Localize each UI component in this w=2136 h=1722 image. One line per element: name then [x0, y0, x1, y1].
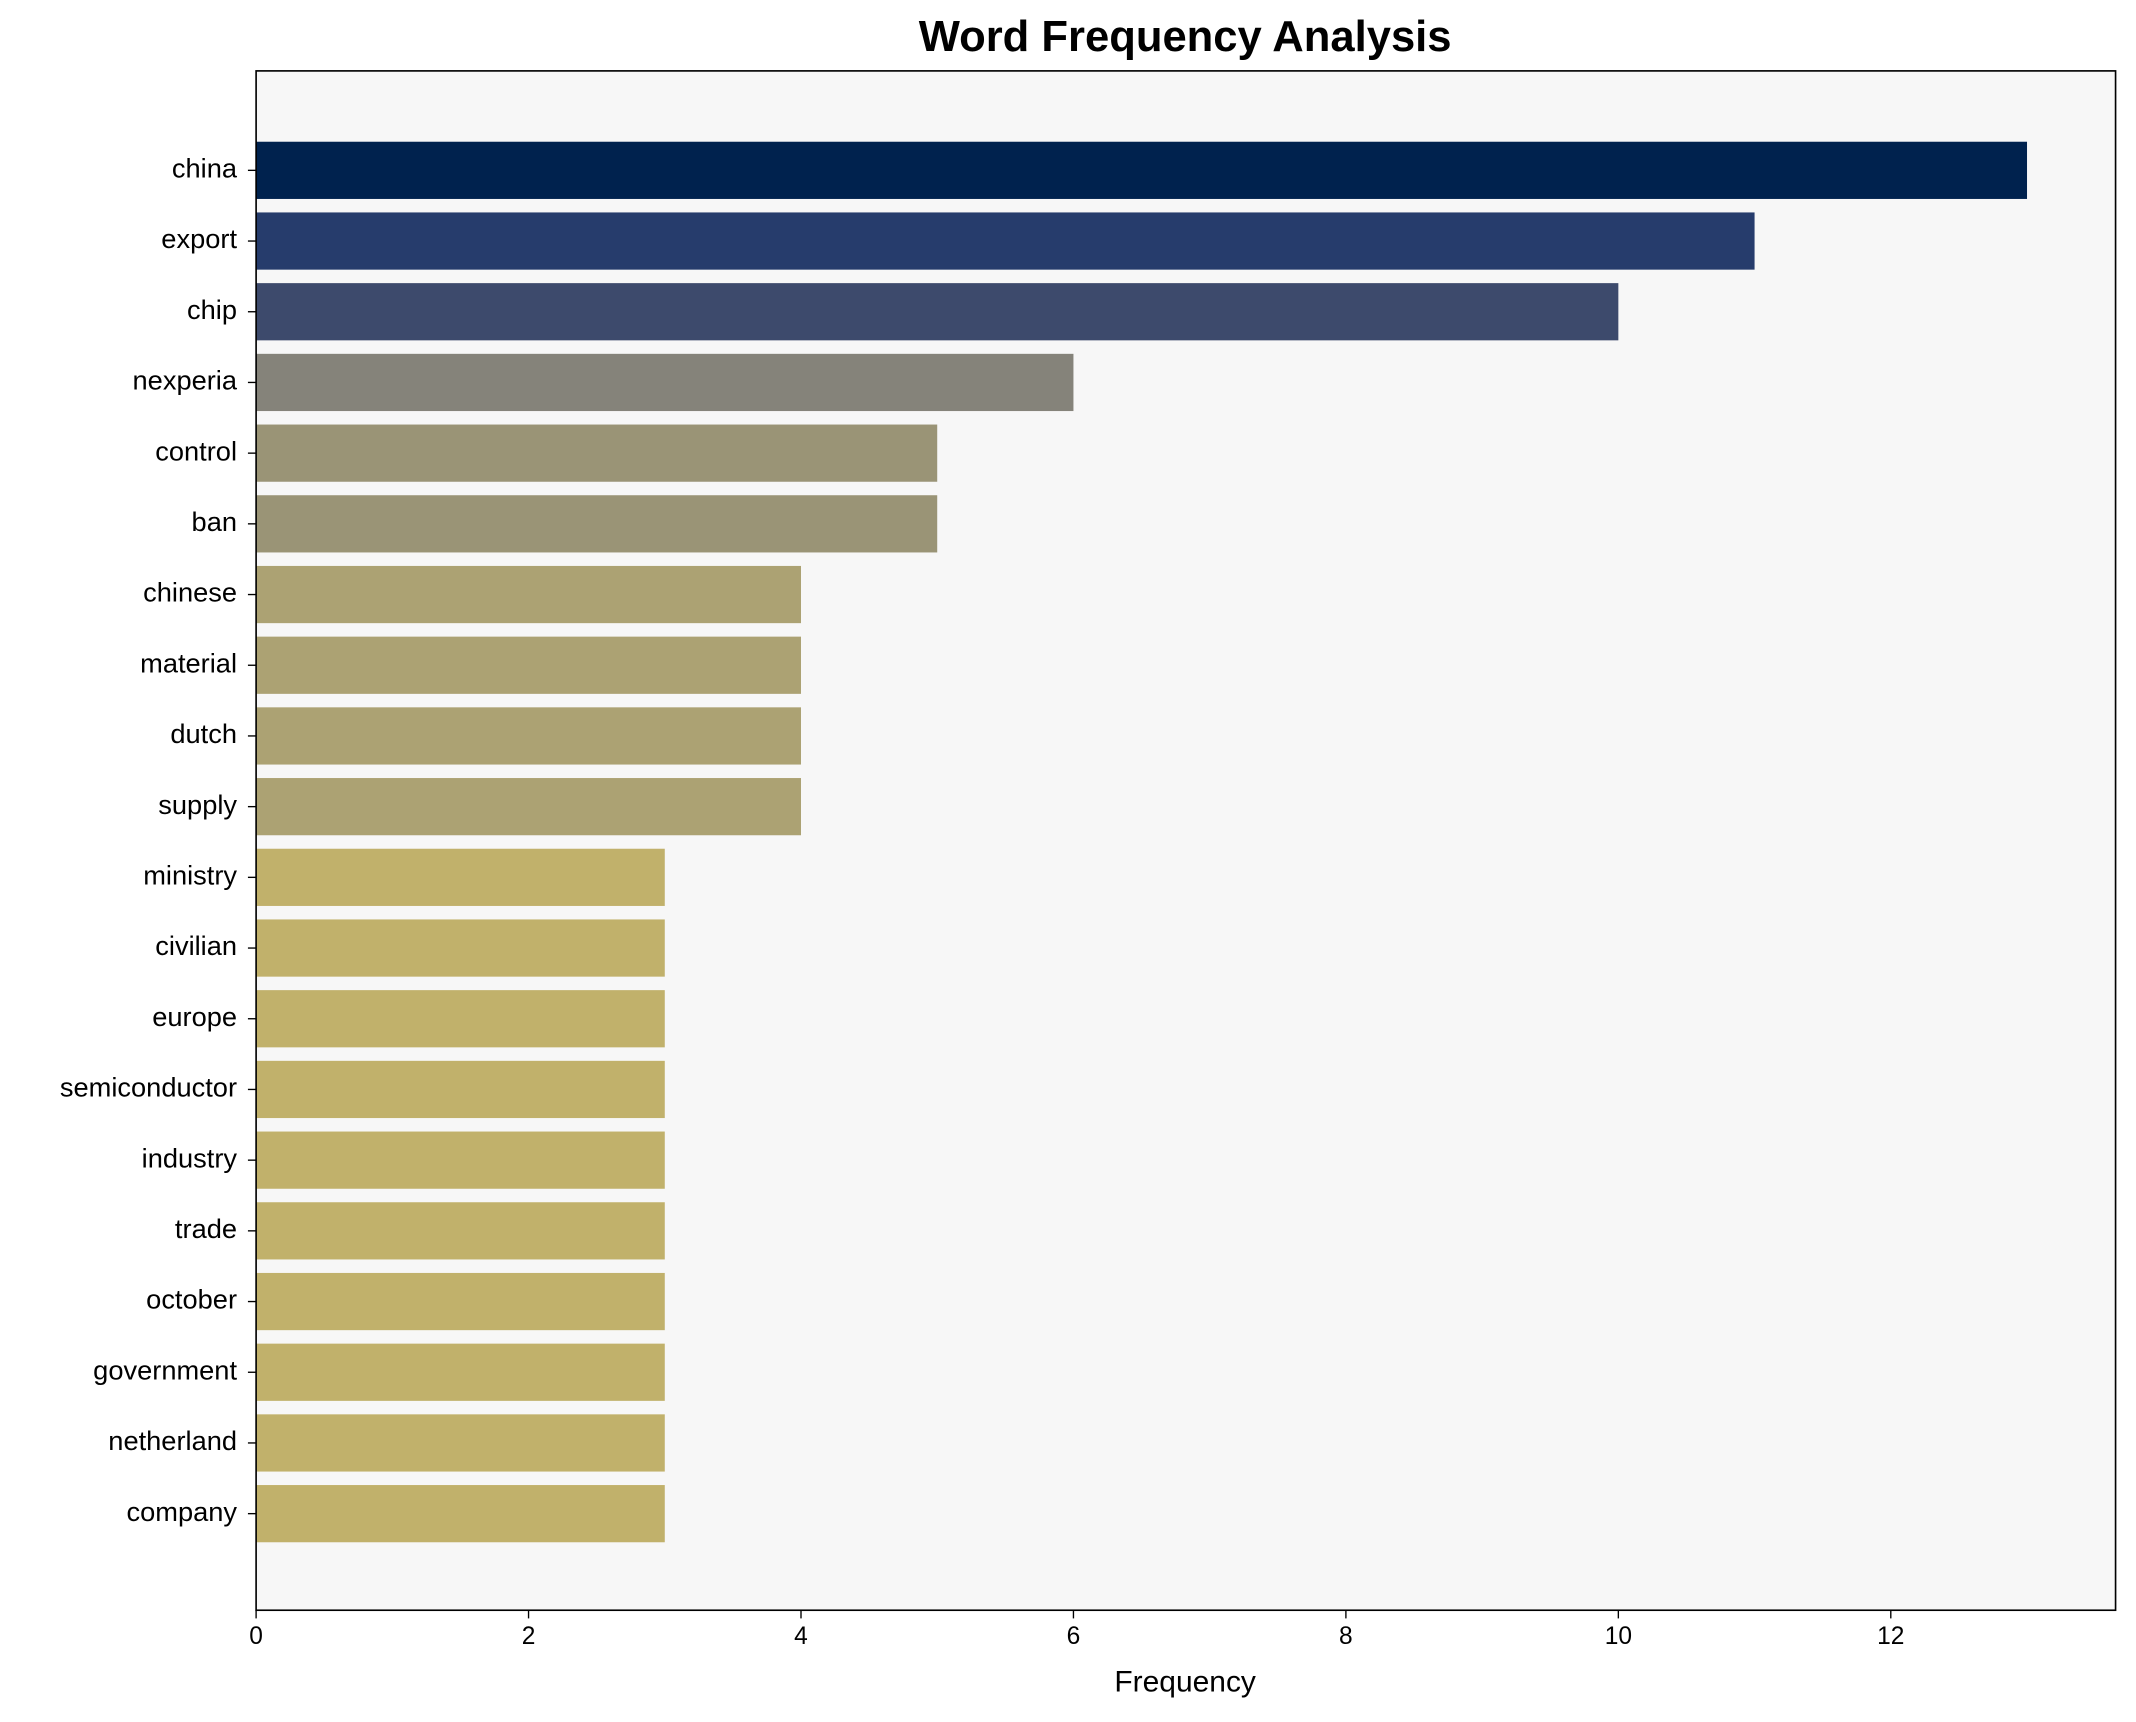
x-tick-label: 8 — [1339, 1623, 1353, 1650]
x-tick-label: 10 — [1605, 1623, 1632, 1650]
x-tick-label: 4 — [794, 1623, 808, 1650]
bar — [256, 990, 665, 1048]
plot-frame — [255, 70, 2117, 1612]
y-tick-label: industry — [142, 1142, 238, 1173]
bar — [256, 353, 1074, 412]
y-tick-label: october — [146, 1284, 237, 1315]
x-tick-label: 6 — [1067, 1623, 1081, 1650]
y-tick-label: export — [161, 223, 237, 254]
bar — [256, 1060, 665, 1119]
y-tick-label: netherland — [108, 1425, 237, 1456]
y-tick-label: ministry — [143, 860, 237, 891]
y-tick-label: china — [172, 153, 238, 184]
y-tick-label: chip — [187, 294, 237, 325]
y-tick-label: nexperia — [133, 365, 238, 396]
y-tick-label: civilian — [155, 930, 237, 961]
bar — [256, 778, 801, 836]
y-tick-label: europe — [152, 1001, 237, 1032]
x-axis-label: Frequency — [1114, 1666, 1256, 1699]
bar — [256, 707, 801, 765]
x-tick-label: 0 — [249, 1623, 263, 1650]
bar — [256, 1131, 665, 1189]
bar — [256, 1202, 665, 1260]
y-tick-label: trade — [175, 1213, 237, 1244]
bar — [256, 283, 1619, 341]
bar — [256, 1343, 665, 1401]
x-tick-label: 12 — [1877, 1623, 1904, 1650]
y-tick-label: ban — [192, 506, 237, 537]
bar — [256, 424, 938, 482]
bar — [256, 565, 801, 624]
y-tick-label: government — [93, 1354, 237, 1385]
y-tick-label: control — [155, 435, 237, 466]
bar — [256, 848, 665, 906]
y-tick-label: company — [127, 1496, 238, 1527]
bar — [256, 141, 2028, 199]
bar — [256, 212, 1755, 270]
bar — [256, 1272, 665, 1331]
bar — [256, 495, 938, 553]
y-tick-label: chinese — [143, 577, 237, 608]
bar — [256, 919, 665, 977]
y-tick-label: semiconductor — [60, 1072, 237, 1103]
chart-title: Word Frequency Analysis — [919, 13, 1452, 61]
bar — [256, 636, 801, 694]
y-tick-label: dutch — [170, 718, 237, 749]
y-tick-label: material — [140, 647, 237, 678]
y-tick-label: supply — [158, 789, 237, 820]
bar — [256, 1485, 665, 1543]
bar — [256, 1414, 665, 1472]
x-tick-label: 2 — [522, 1623, 536, 1650]
